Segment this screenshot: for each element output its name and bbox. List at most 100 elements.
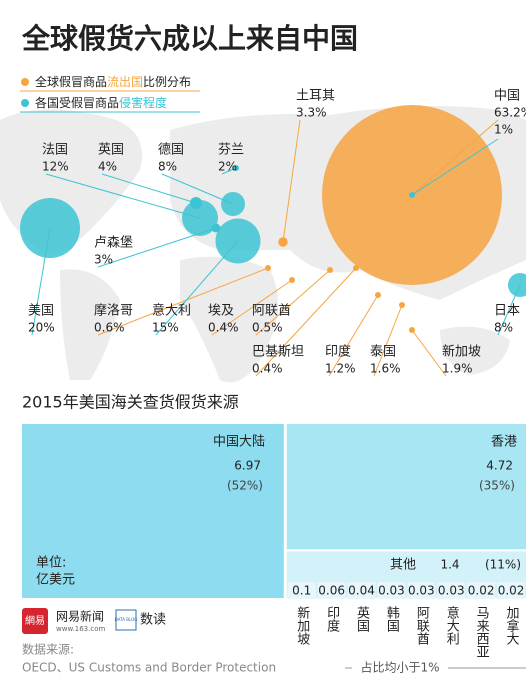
tile-value: 0.03 — [378, 584, 405, 598]
value-label: 63.2% — [494, 106, 526, 120]
tile — [22, 424, 284, 598]
bubble — [375, 292, 381, 298]
tile-share: (52%) — [227, 479, 263, 493]
leader-line — [97, 267, 269, 336]
bubble — [215, 218, 261, 264]
tile-label: 印度 — [324, 606, 340, 632]
tile-value: 0.1 — [292, 584, 311, 598]
source-label: 数据来源: — [22, 642, 74, 657]
legend-part: 侵害程度 — [119, 95, 167, 110]
bracket-bg — [352, 660, 448, 676]
tile-label: 加拿大 — [504, 606, 520, 645]
bubble — [409, 327, 415, 333]
legend-part: 全球假冒商品 — [35, 74, 107, 89]
tile — [407, 582, 436, 599]
bubble — [233, 165, 239, 171]
country-label: 印度 — [325, 344, 351, 360]
map-africa — [180, 256, 278, 383]
map-south-america — [60, 269, 120, 380]
country-label: 英国 — [98, 143, 124, 158]
tile-value: 1.4 — [440, 558, 459, 572]
value-label: 1.9% — [442, 362, 473, 376]
leader-line — [282, 119, 301, 243]
leader-line — [255, 269, 331, 336]
annotation: 占比均小于1% — [360, 660, 439, 675]
source: OECD、US Customs and Border Protection — [22, 661, 276, 675]
value-label: 12% — [42, 160, 69, 174]
tile-share: (11%) — [485, 558, 521, 572]
tile-label: 意大利 — [444, 605, 460, 645]
tile — [347, 582, 376, 599]
tile-value: 0.02 — [498, 584, 525, 598]
bubble — [182, 200, 218, 236]
tile — [377, 582, 406, 599]
country-label: 日本 — [494, 304, 520, 319]
country-label: 土耳其 — [296, 89, 335, 104]
leader-line — [97, 227, 217, 268]
tile-value: 0.04 — [348, 584, 375, 598]
tile-value: 0.03 — [438, 584, 465, 598]
brand: 网易新闻 — [56, 609, 104, 624]
country-label: 摩洛哥 — [94, 303, 133, 319]
tile-value: 0.03 — [408, 584, 435, 598]
title: 全球假货六成以上来自中国 — [21, 22, 358, 55]
tile-label: 其他 — [390, 558, 416, 573]
value-label: 4% — [98, 160, 117, 174]
legend-dot — [21, 78, 29, 86]
value-label: 1.2% — [325, 362, 356, 376]
leader-line — [255, 267, 357, 377]
bubble — [20, 198, 80, 258]
bubble — [265, 265, 271, 271]
country-label: 泰国 — [370, 345, 396, 360]
tile-value: 0.06 — [318, 584, 345, 598]
legend-part: 流出国 — [107, 75, 143, 89]
leader-line — [101, 173, 197, 204]
tile-label: 阿联酋 — [414, 606, 430, 645]
value-label: 0.6% — [94, 321, 125, 335]
country-label: 卢森堡 — [94, 235, 133, 251]
bubble — [327, 267, 333, 273]
country-label: 美国 — [28, 304, 54, 319]
value-label: 1.6% — [370, 362, 401, 376]
leader-line — [161, 173, 234, 205]
tile-value: 6.97 — [234, 459, 261, 473]
logo-box — [22, 608, 48, 634]
value-label: 2% — [218, 160, 237, 174]
icon-box — [115, 609, 137, 631]
value-label: 3.3% — [296, 106, 327, 120]
tile — [286, 424, 526, 550]
bubble — [399, 302, 405, 308]
tile — [467, 582, 496, 599]
bubble — [289, 277, 295, 283]
legend-label: 各国受假冒商品侵害程度 — [35, 95, 167, 110]
value-label: 8% — [494, 321, 513, 335]
leader-line — [373, 304, 403, 377]
value-label: 1% — [494, 123, 513, 137]
tile-share: (35%) — [479, 479, 515, 493]
logo: 網易 — [25, 614, 45, 627]
country-label: 埃及 — [208, 304, 234, 319]
country-label: 德国 — [158, 143, 184, 158]
country-label: 芬兰 — [218, 143, 244, 158]
country-label: 意大利 — [152, 303, 191, 319]
country-label: 中国 — [494, 89, 520, 104]
value-label: 0.5% — [252, 321, 283, 335]
legend-part: 各国受假冒商品 — [35, 95, 119, 110]
tile-label: 马来西亚 — [474, 606, 490, 658]
leader-line — [328, 294, 379, 377]
url: www.163.com — [56, 625, 105, 633]
legend-dot — [21, 99, 29, 107]
tile — [317, 582, 346, 599]
map-australia — [440, 326, 510, 375]
bubble — [278, 237, 288, 247]
tile-label: 韩国 — [384, 606, 400, 632]
value-label: 3% — [94, 253, 113, 267]
leader-line — [411, 329, 447, 377]
value-label: 20% — [28, 321, 55, 335]
country-label: 新加坡 — [442, 344, 481, 360]
value-label: 0.4% — [208, 321, 239, 335]
column: 数读 — [140, 613, 166, 628]
